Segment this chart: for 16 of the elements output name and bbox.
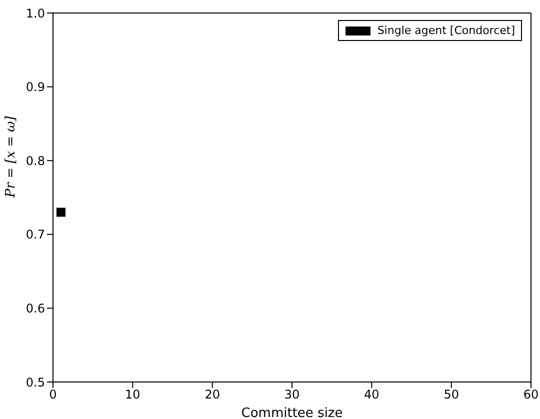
x-tick-label: 30 [284,388,300,402]
y-tick-label: 0.7 [26,228,45,242]
x-tick-label: 10 [125,388,140,402]
y-tick-label: 0.8 [26,154,45,168]
y-tick-label: 0.6 [26,301,45,316]
x-tick-label: 50 [444,388,459,402]
y-axis-title: Pr = [x = ω] [4,115,19,198]
x-tick-label: 60 [523,388,539,402]
x-tick-label: 40 [364,388,380,402]
legend-label: Single agent [Condorcet] [377,24,515,37]
x-tick-label: 20 [204,388,220,402]
x-tick-label: 0 [49,388,57,402]
y-tick-label: 1.0 [26,6,45,20]
y-tick-label: 0.9 [26,80,45,94]
y-tick-label: 0.5 [26,375,45,390]
x-axis-title: Committee size [241,406,343,419]
